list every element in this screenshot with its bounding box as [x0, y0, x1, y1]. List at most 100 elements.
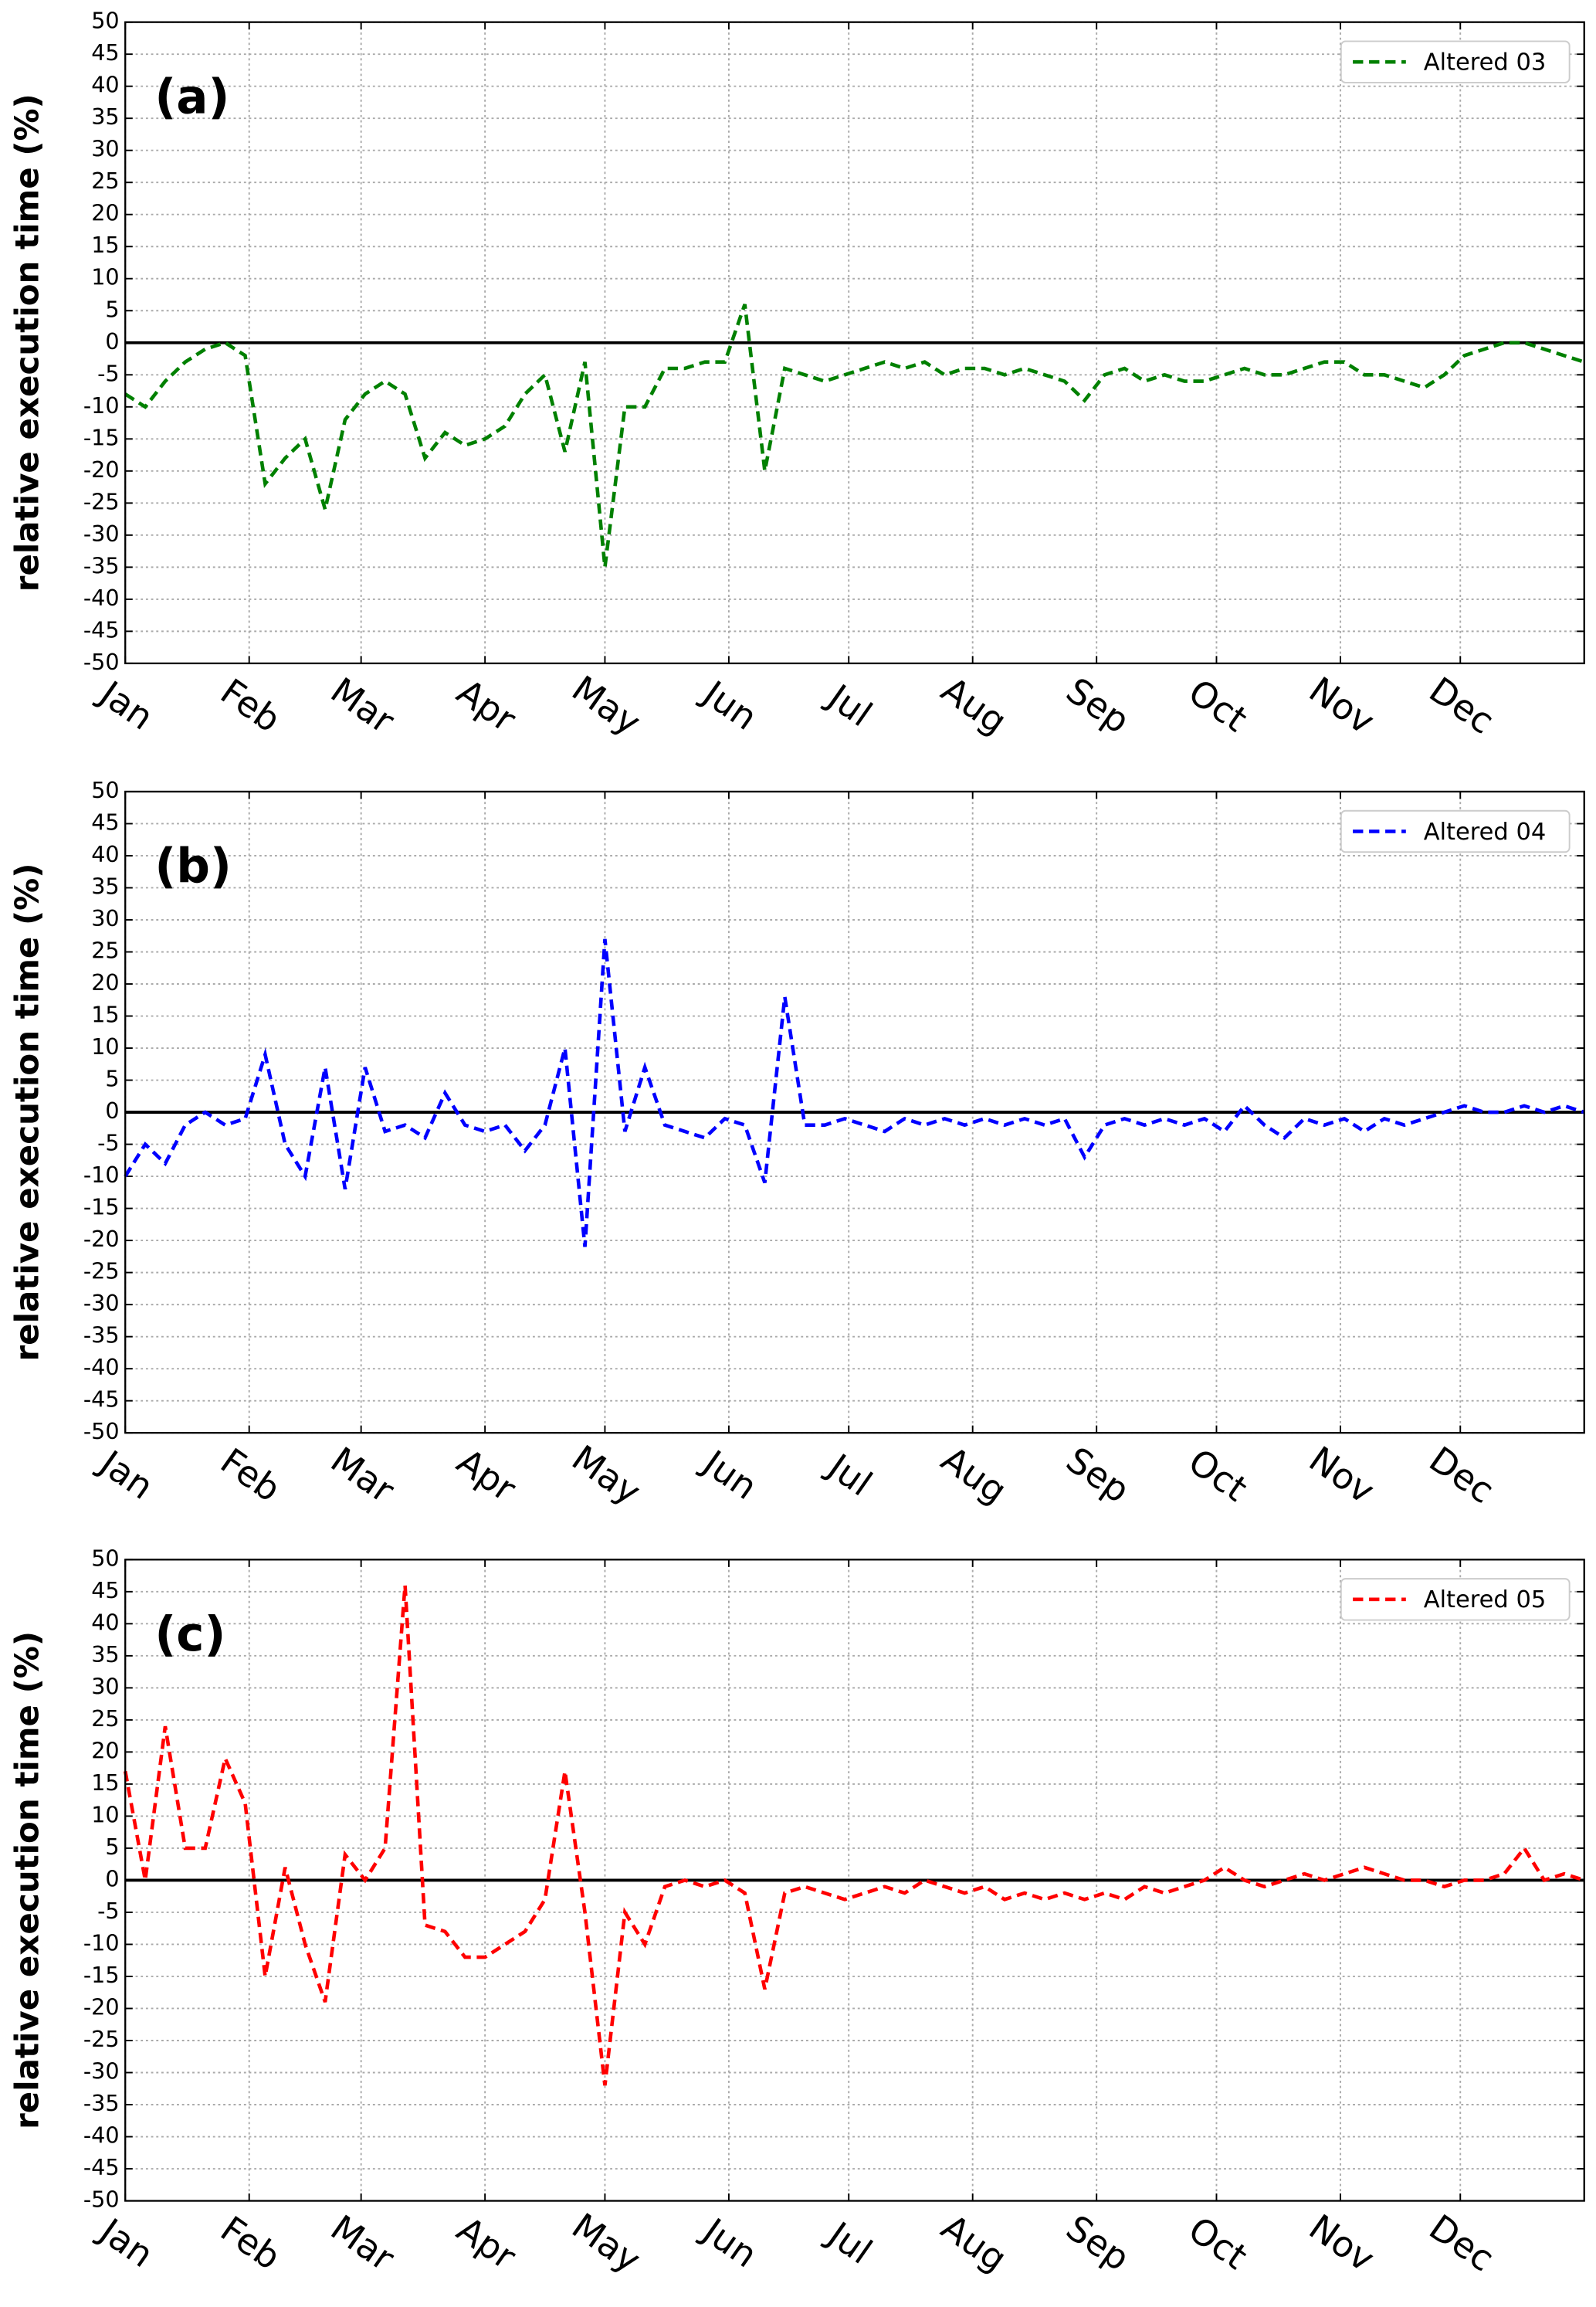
y-tick-label: 0 [105, 328, 119, 355]
y-tick-label: -10 [83, 1162, 120, 1188]
y-axis-label: relative execution time (%) [8, 863, 46, 1362]
panel-label: (a) [154, 70, 229, 124]
y-tick-label: -40 [83, 1354, 120, 1380]
x-tick-label: Sep [1059, 669, 1137, 741]
y-tick-label: 5 [105, 296, 119, 322]
panel: -50-45-40-35-30-25-20-15-10-505101520253… [8, 1545, 1585, 2282]
x-tick-label: Dec [1421, 669, 1502, 742]
legend-label: Altered 05 [1424, 1586, 1547, 1613]
y-tick-label: 5 [105, 1834, 119, 1860]
x-tick-label: Feb [213, 1440, 288, 1510]
x-tick-label: Apr [449, 670, 524, 740]
x-tick-label: Jan [90, 671, 161, 738]
y-tick-label: -5 [97, 360, 120, 386]
y-tick-label: 0 [105, 1865, 119, 1891]
y-tick-label: 25 [91, 1705, 119, 1732]
legend-box [1340, 809, 1571, 853]
x-tick-label: Mar [324, 669, 402, 741]
y-tick-label: 10 [91, 1801, 119, 1827]
y-tick-label: 20 [91, 1737, 119, 1763]
y-tick-label: 50 [91, 777, 119, 803]
x-tick-label: Feb [213, 2208, 288, 2278]
y-tick-label: 50 [91, 1545, 119, 1571]
x-tick-label: Jan [90, 2209, 161, 2275]
y-tick-label: -5 [97, 1898, 120, 1924]
panel: -50-45-40-35-30-25-20-15-10-505101520253… [8, 8, 1585, 744]
x-tick-label: Jan [90, 1440, 161, 1507]
y-tick-label: -25 [83, 2026, 120, 2052]
x-tick-label: Jul [819, 675, 880, 735]
y-tick-label: -15 [83, 1962, 120, 1988]
x-tick-label: Nov [1302, 1438, 1382, 1512]
x-tick-label: Jun [694, 671, 765, 738]
panel-label: (b) [154, 840, 232, 894]
legend-box [1340, 1578, 1571, 1621]
y-tick-label: 10 [91, 1033, 119, 1060]
y-tick-label: 45 [91, 39, 119, 66]
y-tick-label: -40 [83, 2122, 120, 2149]
x-tick-label: Jun [694, 1440, 765, 1508]
y-tick-label: -15 [83, 1194, 120, 1220]
legend-label: Altered 04 [1424, 819, 1547, 846]
x-tick-label: Oct [1181, 1440, 1255, 1510]
y-tick-label: 40 [91, 72, 119, 98]
y-tick-label: 5 [105, 1066, 119, 1092]
y-tick-label: 15 [91, 1769, 119, 1796]
y-tick-label: 20 [91, 969, 119, 996]
x-tick-label: Dec [1421, 2206, 1502, 2279]
y-tick-label: 30 [91, 1673, 119, 1699]
legend-box [1340, 40, 1571, 83]
y-tick-label: 15 [91, 1002, 119, 1028]
y-tick-label: -40 [83, 585, 120, 611]
x-tick-label: Aug [934, 2206, 1015, 2280]
y-tick-label: 35 [91, 873, 119, 899]
y-tick-label: -50 [83, 649, 120, 675]
x-tick-label: Dec [1421, 1438, 1502, 1511]
y-tick-label: 10 [91, 264, 119, 290]
x-tick-label: May [564, 2205, 649, 2282]
x-tick-label: May [564, 667, 649, 744]
y-tick-label: -45 [83, 616, 120, 643]
y-tick-label: 35 [91, 1641, 119, 1667]
y-tick-label: -35 [83, 2090, 120, 2116]
y-tick-label: 15 [91, 232, 119, 258]
y-tick-label: 50 [91, 8, 119, 34]
y-axis-label: relative execution time (%) [8, 1631, 46, 2129]
data-line [124, 304, 1585, 568]
y-tick-label: -50 [83, 2187, 120, 2213]
data-line [123, 1585, 1585, 2086]
y-tick-label: 30 [91, 136, 119, 162]
x-tick-label: Feb [213, 670, 288, 741]
y-tick-label: -50 [83, 1418, 120, 1444]
x-tick-label: Sep [1059, 1439, 1137, 1511]
x-tick-label: Oct [1181, 2208, 1255, 2278]
x-tick-label: Nov [1302, 2206, 1382, 2280]
x-tick-label: May [564, 1437, 649, 1513]
y-tick-label: 40 [91, 1609, 119, 1635]
x-tick-label: Oct [1181, 670, 1255, 740]
panel-label: (c) [154, 1607, 225, 1662]
y-tick-label: -10 [83, 1929, 120, 1956]
x-tick-label: Aug [934, 669, 1015, 743]
y-tick-label: -30 [83, 1290, 120, 1316]
y-tick-label: 25 [91, 938, 119, 964]
y-tick-label: 45 [91, 809, 119, 835]
x-tick-label: Jun [694, 2209, 765, 2276]
y-tick-label: -10 [83, 392, 120, 419]
y-tick-label: 45 [91, 1577, 119, 1603]
y-tick-label: -15 [83, 424, 120, 450]
panel: -50-45-40-35-30-25-20-15-10-505101520253… [8, 777, 1585, 1513]
y-tick-label: -20 [83, 1226, 120, 1252]
y-tick-label: -30 [83, 2058, 120, 2085]
y-tick-label: -45 [83, 1386, 120, 1413]
y-axis-label: relative execution time (%) [8, 93, 46, 592]
x-tick-label: Mar [324, 1439, 402, 1511]
plot-frame [124, 21, 1585, 665]
plot-frame [124, 1559, 1585, 2202]
x-tick-label: Aug [934, 1438, 1015, 1512]
y-tick-label: -20 [83, 1993, 120, 2020]
x-tick-label: Jul [819, 1444, 880, 1505]
x-tick-label: Sep [1059, 2207, 1137, 2279]
y-tick-label: 30 [91, 905, 119, 931]
